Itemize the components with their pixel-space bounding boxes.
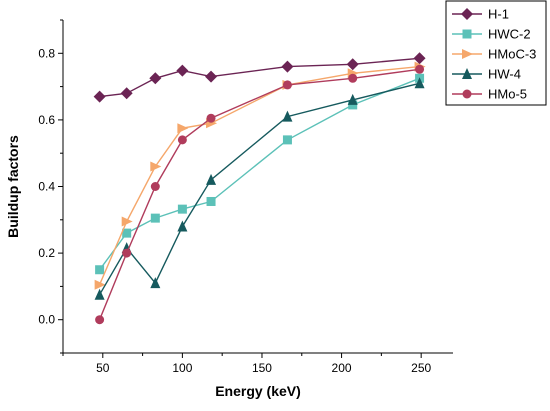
plot-layer [93,52,426,325]
data-point-HW-4 [177,220,188,232]
data-point-HWC-2 [177,204,187,214]
y-tick-label: 0.8 [38,46,55,60]
data-point-HMo-5 [177,135,187,145]
legend-item-HW-4: HW-4 [452,67,521,82]
axes-layer: 50 100 150 200 250 0.0 0.2 0.4 0.6 0.8 Energy (keV… [5,19,453,399]
y-tick-label: 0.0 [38,313,55,327]
y-tick-label: 0.2 [38,246,55,260]
x-tick-label: 100 [172,361,192,375]
legend-marker [462,89,472,99]
x-tick-label: 50 [96,361,110,375]
data-point-HMoC-3 [94,279,106,290]
data-point-HMoC-3 [121,216,133,227]
data-point-H-1 [346,58,359,71]
data-point-H-1 [281,60,294,73]
data-point-H-1 [205,70,218,83]
data-point-HWC-2 [95,265,105,275]
legend-marker [461,8,473,20]
legend-item-H-1: H-1 [452,7,509,22]
legend-item-HMoC-3: HMoC-3 [452,47,536,62]
series-line-HMo-5 [98,68,420,320]
data-point-H-1 [149,72,162,85]
series-line-HWC-2 [99,77,420,271]
x-tick-label: 150 [252,361,272,375]
data-point-HW-4 [347,93,358,105]
series-line-HMoC-3 [98,65,420,285]
legend-item-HMo-5: HMo-5 [452,87,527,102]
data-point-HMo-5 [206,113,216,123]
y-tick-label: 0.4 [38,180,55,194]
data-point-HMoC-3 [150,161,162,172]
data-point-HMo-5 [415,64,425,74]
data-point-HMo-5 [95,315,105,325]
data-point-HMo-5 [282,80,292,90]
legend-marker [462,49,473,59]
data-point-HWC-2 [150,213,160,223]
series-line-H-1 [99,57,420,98]
series-line-HW-4 [98,82,420,296]
data-point-H-1 [413,52,426,65]
legend-label: HMo-5 [488,87,527,102]
legend-label: HW-4 [488,67,521,82]
data-point-H-1 [120,87,133,100]
data-point-HMo-5 [150,182,160,191]
data-point-HWC-2 [122,228,132,238]
x-tick-label: 250 [411,361,431,375]
legend-item-HWC-2: HWC-2 [452,27,531,42]
data-point-HW-4 [414,77,425,89]
y-tick-label: 0.6 [38,113,55,127]
data-point-HW-4 [150,277,161,289]
y-axis-title: Buildup factors [5,135,21,238]
data-point-HW-4 [206,173,217,185]
legend-label: H-1 [488,7,509,22]
legend-label: HWC-2 [488,27,531,42]
legend: H-1 HWC-2 HMoC-3 HW-4 HMo-5 [445,0,547,106]
data-point-HMo-5 [348,73,358,83]
data-point-HMo-5 [122,248,132,258]
legend-marker [462,29,472,39]
series-HWC-2 [95,73,425,275]
series-HMo-5 [95,64,425,325]
legend-marker [462,68,472,79]
x-axis-title: Energy (keV) [215,383,301,399]
data-point-HWC-2 [206,196,216,206]
legend-label: HMoC-3 [488,47,536,62]
series-H-1 [93,52,426,103]
data-point-HW-4 [282,110,293,122]
x-tick-label: 200 [332,361,352,375]
data-point-H-1 [176,64,189,77]
data-point-HMoC-3 [177,123,189,134]
data-point-H-1 [93,90,106,103]
data-point-HW-4 [94,288,105,300]
data-point-HWC-2 [282,135,292,145]
